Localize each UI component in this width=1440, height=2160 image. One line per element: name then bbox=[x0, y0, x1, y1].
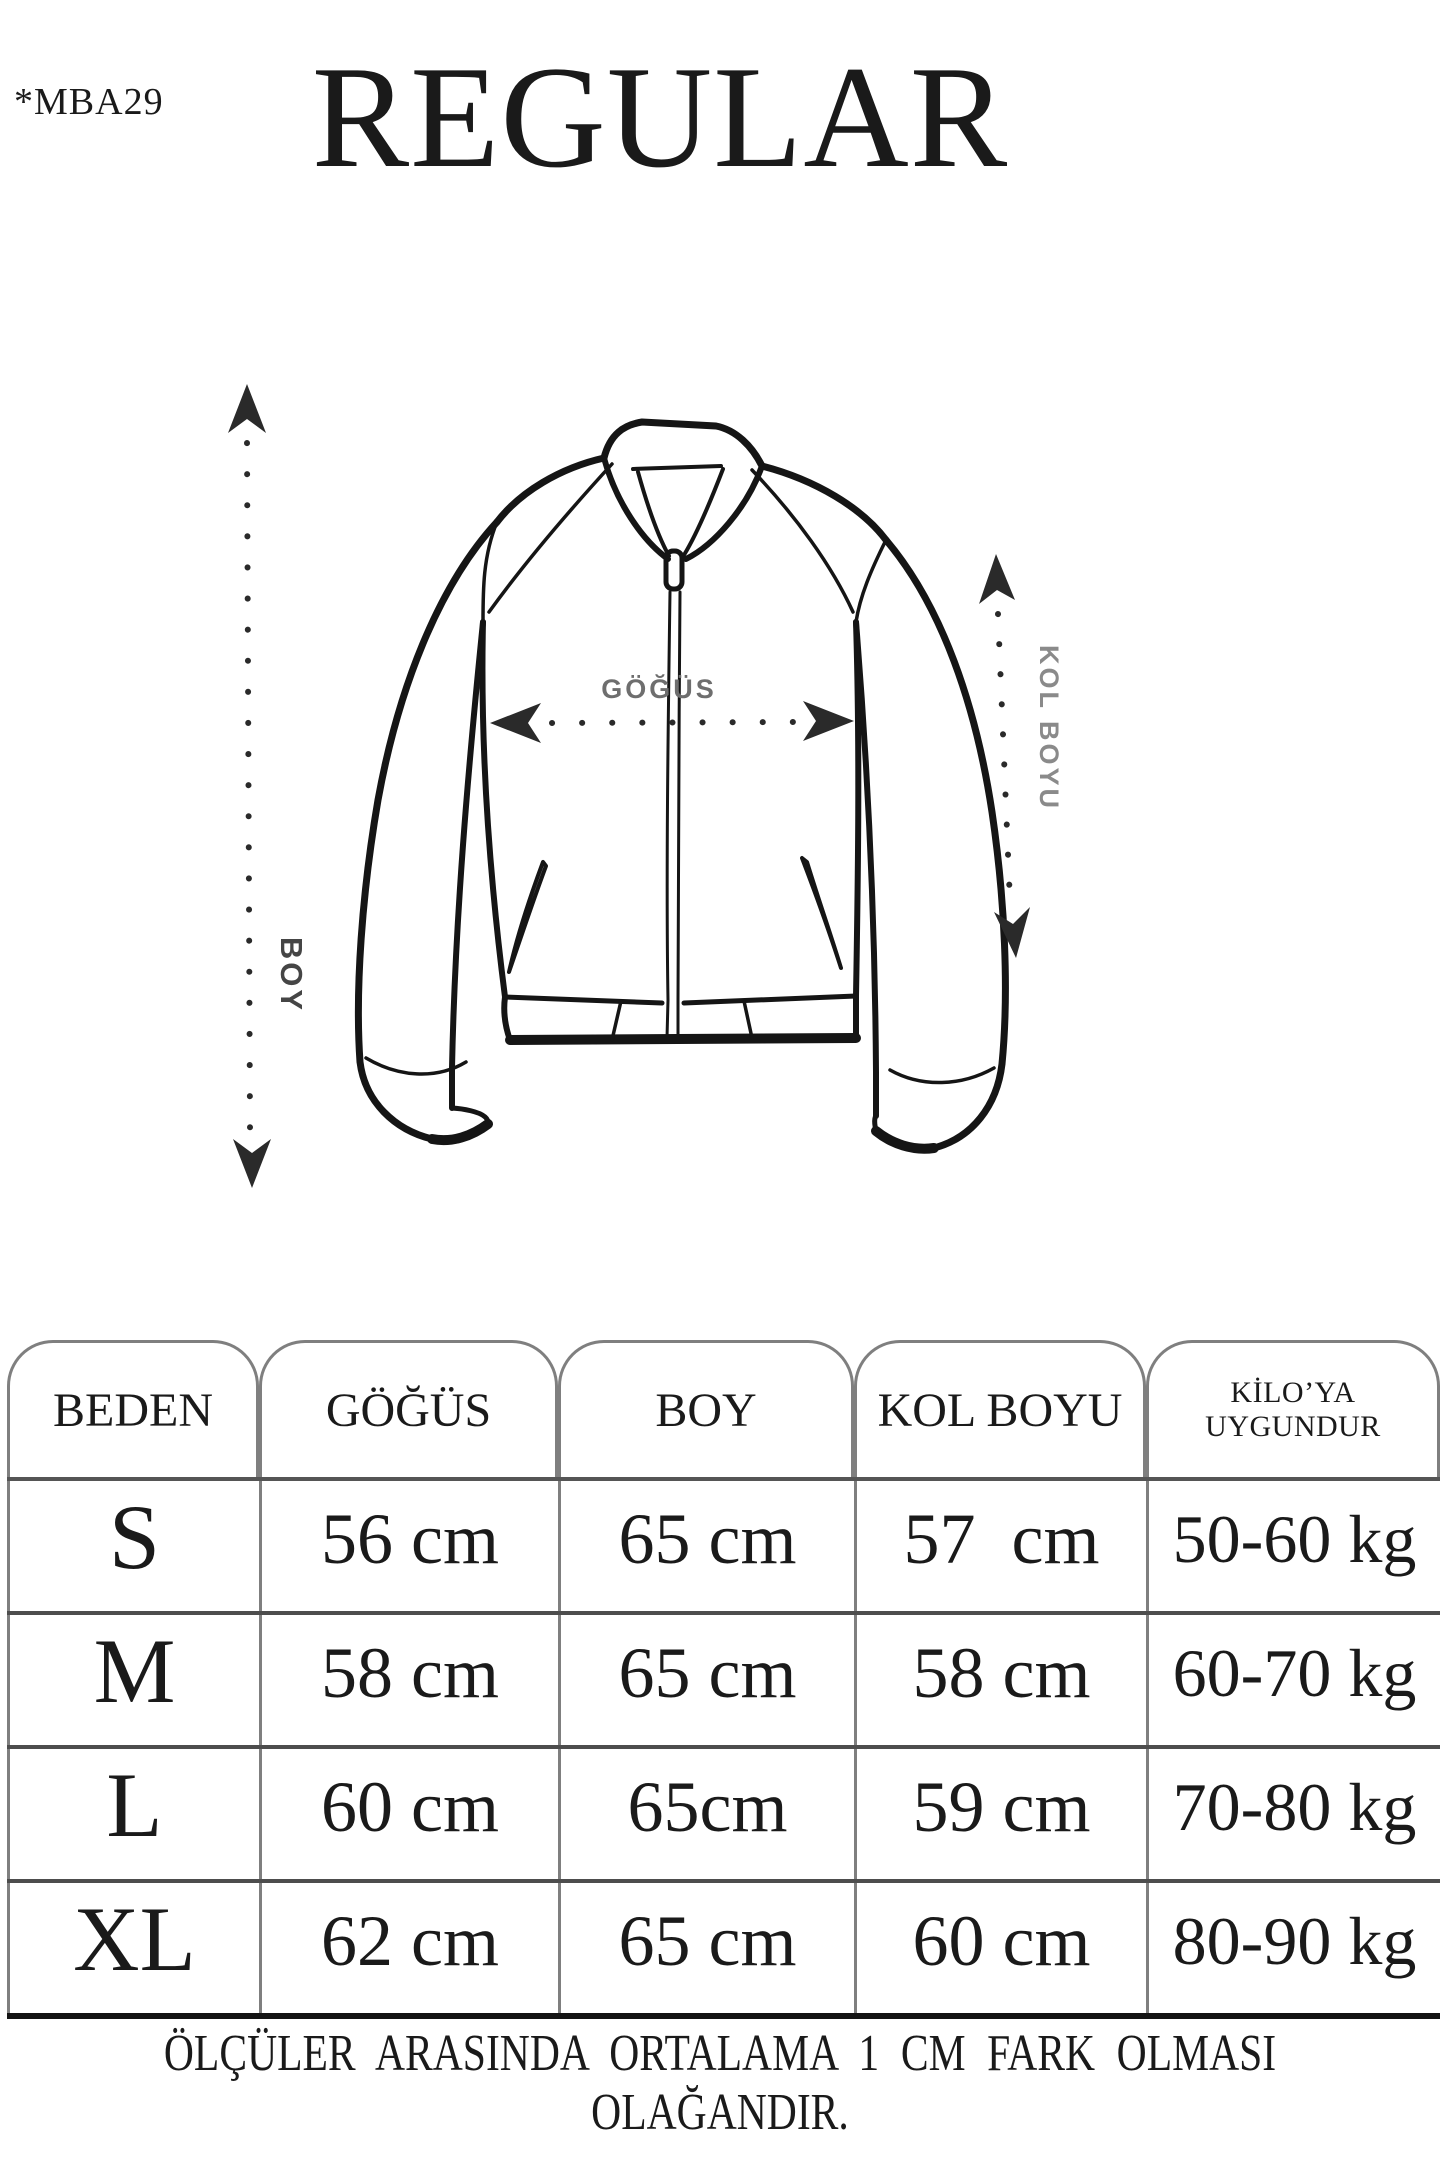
cell-sleeve: 57 cm bbox=[854, 1481, 1146, 1611]
cell-length: 65 cm bbox=[558, 1481, 854, 1611]
size-table-header-row: BEDEN GÖĞÜS BOY KOL BOYU KİLO’YA UYGUNDU… bbox=[7, 1340, 1440, 1481]
size-table: BEDEN GÖĞÜS BOY KOL BOYU KİLO’YA UYGUNDU… bbox=[7, 1340, 1440, 2019]
length-arrow bbox=[228, 384, 271, 1188]
chest-measure-label: GÖĞÜS bbox=[601, 674, 717, 704]
cell-length: 65cm bbox=[558, 1749, 854, 1879]
cell-weight: 70-80 kg bbox=[1146, 1749, 1440, 1879]
header-chest-label: GÖĞÜS bbox=[325, 1383, 492, 1437]
cell-length: 65 cm bbox=[558, 1883, 854, 2013]
length-measure-label: BOY bbox=[274, 936, 309, 1014]
cell-chest: 56 cm bbox=[259, 1481, 558, 1611]
cell-chest: 58 cm bbox=[259, 1615, 558, 1745]
cell-size: XL bbox=[7, 1883, 259, 2013]
cell-sleeve: 59 cm bbox=[854, 1749, 1146, 1879]
product-code: *MBA29 bbox=[14, 81, 164, 123]
cell-weight: 80-90 kg bbox=[1146, 1883, 1440, 2013]
cell-weight: 60-70 kg bbox=[1146, 1615, 1440, 1745]
chest-arrow bbox=[490, 701, 854, 743]
header-length-label: BOY bbox=[655, 1383, 757, 1437]
header-cell-length: BOY bbox=[558, 1340, 854, 1477]
header-weight-label-line1: KİLO’YA bbox=[1230, 1376, 1356, 1409]
cell-length: 65 cm bbox=[558, 1615, 854, 1745]
table-row-m: M 58 cm 65 cm 58 cm 60-70 kg bbox=[7, 1615, 1440, 1749]
sleeve-arrow bbox=[979, 554, 1030, 958]
header-cell-chest: GÖĞÜS bbox=[259, 1340, 558, 1477]
cell-size: L bbox=[7, 1749, 259, 1879]
header-sleeve-label: KOL BOYU bbox=[877, 1383, 1123, 1437]
tolerance-note: ÖLÇÜLER ARASINDA ORTALAMA 1 CM FARK OLMA… bbox=[163, 2025, 1277, 2141]
sleeve-measure-label: KOL BOYU bbox=[1034, 644, 1064, 811]
cell-chest: 62 cm bbox=[259, 1883, 558, 2013]
header-cell-weight: KİLO’YA UYGUNDUR bbox=[1146, 1340, 1440, 1477]
header-weight-label-line2: UYGUNDUR bbox=[1205, 1410, 1381, 1443]
table-row-s: S 56 cm 65 cm 57 cm 50-60 kg bbox=[7, 1481, 1440, 1615]
table-row-l: L 60 cm 65cm 59 cm 70-80 kg bbox=[7, 1749, 1440, 1883]
cell-size: M bbox=[7, 1615, 259, 1745]
cell-size: S bbox=[7, 1481, 259, 1611]
cell-sleeve: 58 cm bbox=[854, 1615, 1146, 1745]
header-cell-size: BEDEN bbox=[7, 1340, 259, 1477]
header-cell-sleeve: KOL BOYU bbox=[854, 1340, 1146, 1477]
cell-weight: 50-60 kg bbox=[1146, 1481, 1440, 1611]
table-row-xl: XL 62 cm 65 cm 60 cm 80-90 kg bbox=[7, 1883, 1440, 2019]
cell-sleeve: 60 cm bbox=[854, 1883, 1146, 2013]
page-title: REGULAR bbox=[311, 36, 1009, 198]
header-size-label: BEDEN bbox=[53, 1383, 213, 1437]
cell-chest: 60 cm bbox=[259, 1749, 558, 1879]
